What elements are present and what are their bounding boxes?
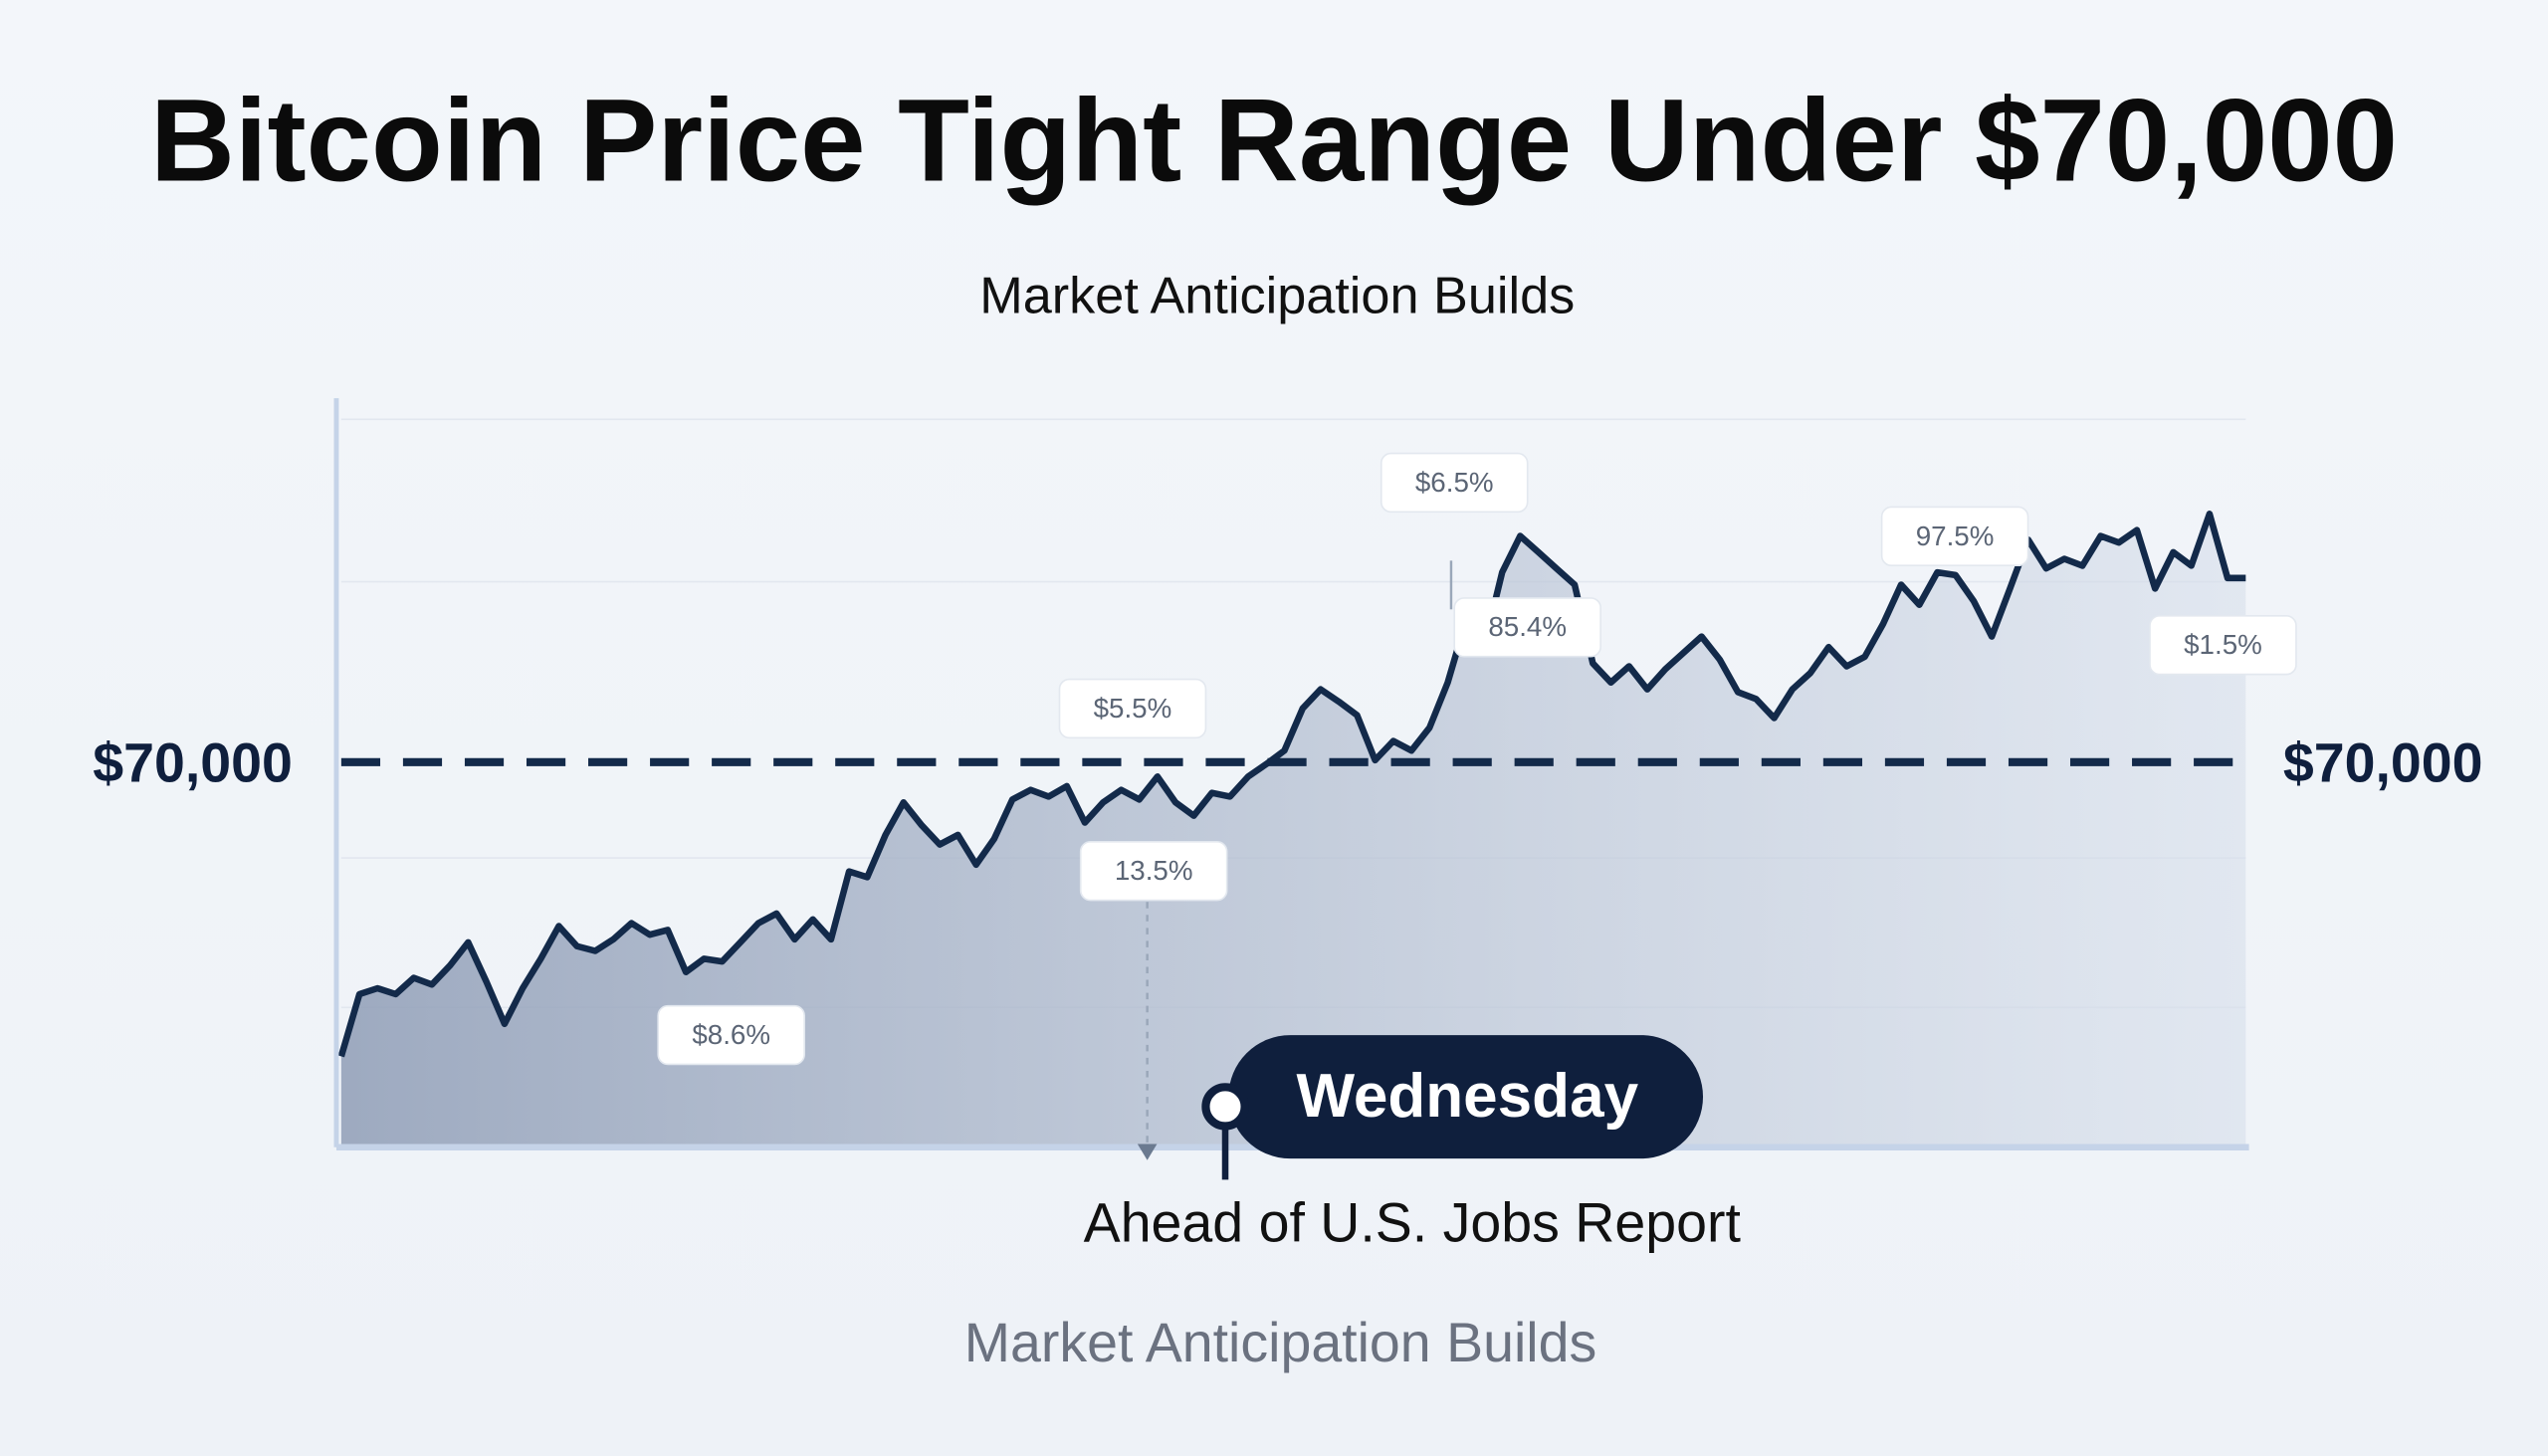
subtitle: Market Anticipation Builds [979,267,1575,324]
event-dot [1201,1083,1249,1131]
pointer-arrow [1137,1144,1158,1160]
annotation: $5.5% [1094,693,1172,724]
annotation: 85.4% [1488,611,1567,642]
annotation: 97.5% [1916,520,1995,551]
annotation-box [657,1004,805,1066]
annotation-box [1453,597,1601,658]
footer: Market Anticipation Builds [964,1312,1596,1373]
chart-title: Bitcoin Price Tight Range Under $70,000 [150,75,2398,205]
reference-label-left: $70,000 [93,731,293,793]
event-note: Ahead of U.S. Jobs Report [1084,1191,1742,1253]
plot: $70,000 $70,000 [93,511,2483,1146]
area [340,514,2246,1146]
annotation-box [1880,506,2029,567]
overlay: $6.5% 97.5% 85.4% $5.5% $1.5% 13.5% $8.6% Wedne… [657,452,2297,1180]
reference-label-right: $70,000 [2283,731,2483,793]
price-line [337,511,2246,1058]
annotation-box [2149,615,2297,676]
annotation: $6.5% [1415,467,1494,498]
event-pill [1228,1035,1704,1159]
annotation: $1.5% [2184,629,2262,660]
annotation-box [1380,452,1529,514]
annotation: $8.6% [692,1019,770,1050]
annotation: 13.5% [1115,855,1193,886]
annotation-box [1058,678,1207,739]
event-label: Wednesday [1296,1062,1638,1131]
annotation-box [1079,840,1228,902]
